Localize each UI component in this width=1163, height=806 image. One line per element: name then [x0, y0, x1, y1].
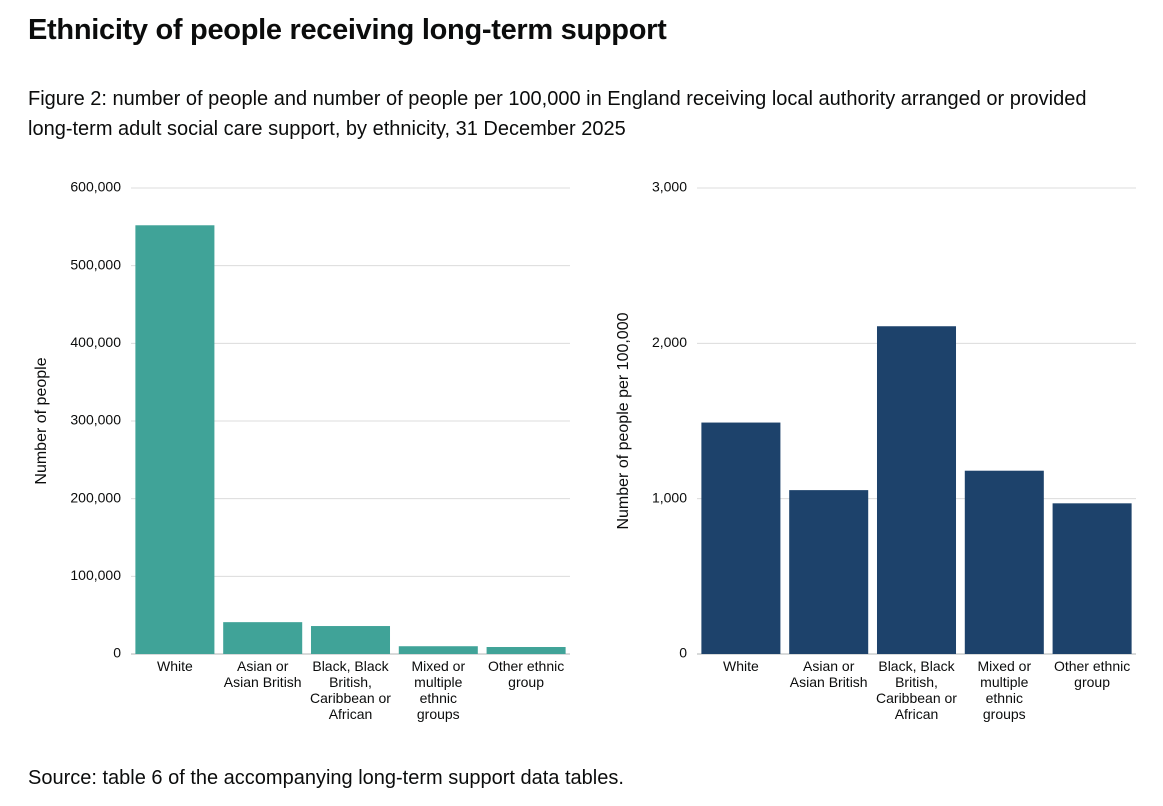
y-tick-label: 100,000 [70, 567, 121, 583]
page-title: Ethnicity of people receiving long-term … [28, 14, 667, 46]
y-tick-label: 500,000 [70, 256, 121, 272]
x-tick-label: Mixed or multiple ethnic groups [411, 658, 466, 722]
y-tick-label: 200,000 [70, 489, 121, 505]
bar [398, 646, 478, 654]
x-tick-label: Asian or Asian British [223, 658, 302, 690]
bar [486, 647, 566, 654]
x-tick-label: Mixed or multiple ethnic groups [977, 658, 1032, 722]
x-tick-label: Other ethnic group [487, 658, 565, 690]
bar [964, 470, 1044, 654]
y-tick-label: 0 [113, 645, 121, 661]
y-tick-label: 300,000 [70, 412, 121, 428]
figure-caption: Figure 2: number of people and number of… [28, 88, 1087, 140]
x-tick-label: Black, Black British, Caribbean or Afric… [310, 658, 391, 722]
x-tick-label: Black, Black British, Caribbean or Afric… [876, 658, 957, 722]
bar [135, 225, 215, 654]
x-tick-label: White [157, 658, 193, 674]
source-note: Source: table 6 of the accompanying long… [28, 767, 624, 789]
x-tick-label: White [723, 658, 759, 674]
y-tick-label: 0 [679, 645, 687, 661]
bar [223, 622, 303, 654]
bar [789, 490, 869, 654]
bar [310, 626, 391, 654]
y-tick-label: 2,000 [652, 334, 687, 350]
x-tick-label: Other ethnic group [1053, 658, 1131, 690]
y-tick-label: 1,000 [652, 489, 687, 505]
bar [1052, 503, 1132, 654]
bar [876, 326, 957, 654]
y-tick-label: 3,000 [652, 179, 687, 195]
x-tick-label: Asian or Asian British [789, 658, 868, 690]
y-axis-title: Number of people [33, 357, 50, 484]
bar [701, 422, 781, 654]
y-tick-label: 400,000 [70, 334, 121, 350]
y-axis-title: Number of people per 100,000 [615, 312, 632, 529]
y-tick-label: 600,000 [70, 179, 121, 195]
